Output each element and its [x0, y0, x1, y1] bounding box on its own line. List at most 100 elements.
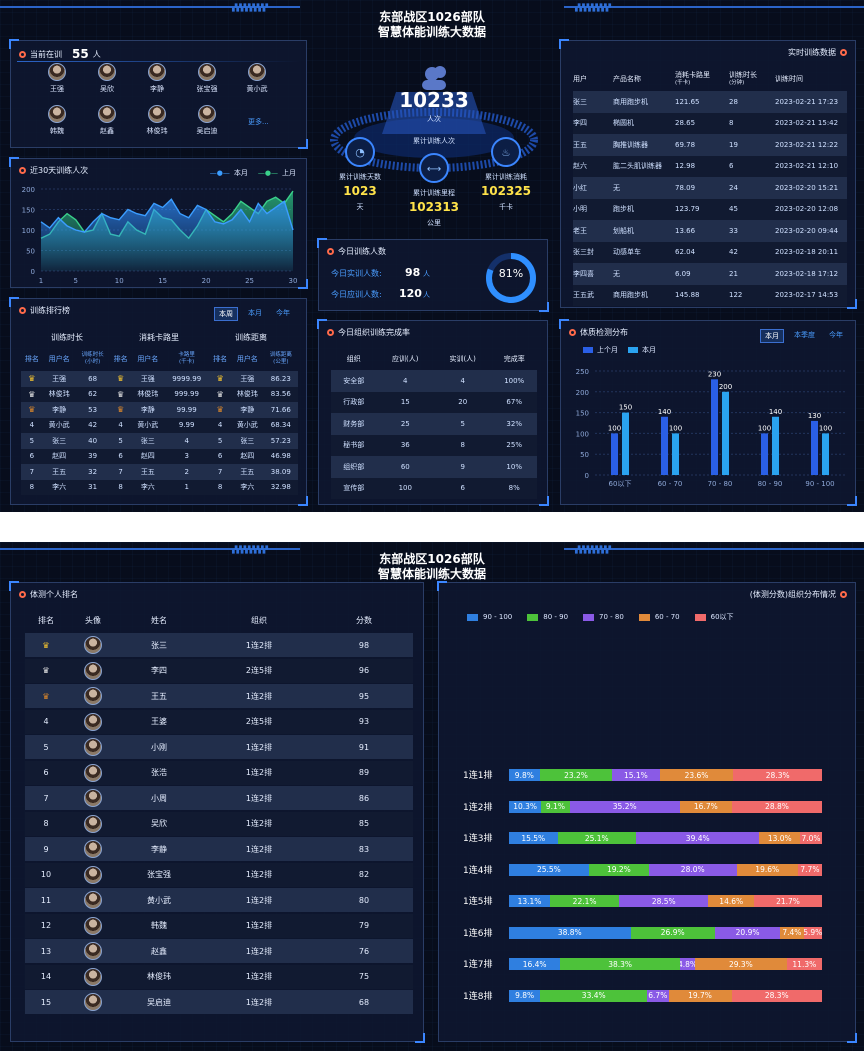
- tab-year[interactable]: 今年: [276, 309, 290, 317]
- calorie-unit: 千卡: [499, 203, 513, 211]
- user-cell: 林俊玮: [48, 390, 70, 399]
- bar-segment: 7.4%: [780, 926, 804, 939]
- bar-segment: 9.8%: [509, 769, 540, 781]
- trainee-name: 黄小武: [246, 85, 268, 93]
- bar-segment: 19.2%: [588, 863, 649, 876]
- bar-segment: 23.2%: [539, 769, 613, 781]
- score-cell: 95: [358, 691, 370, 701]
- table-row[interactable]: 13 赵鑫 1连2排 76: [25, 939, 413, 963]
- series-line-0: [40, 198, 294, 233]
- avatar: [84, 942, 102, 960]
- trainee-item[interactable]: 吴启迪: [187, 105, 227, 136]
- table-row[interactable]: 14 林俊玮 1连2排 75: [25, 964, 413, 989]
- tab-quarter[interactable]: 本季度: [794, 331, 815, 339]
- org-cell: 财务部: [343, 419, 365, 428]
- table-row: ♛ 林俊玮 62 ♛ 林俊玮 999.99 ♛ 林俊玮 83.56: [21, 386, 298, 402]
- trainee-item[interactable]: 赵鑫: [87, 105, 127, 136]
- table-row: 老王 划船机 13.66 33 2023-02-20 09:44: [573, 220, 847, 242]
- name-cell: 张三: [151, 640, 167, 650]
- total-count: 10233: [399, 88, 469, 112]
- trainee-item[interactable]: 吴欣: [87, 63, 127, 94]
- crown-icon: ♛: [42, 640, 50, 650]
- table-row[interactable]: 6 张浩 1连2排 89: [25, 760, 413, 785]
- table-row[interactable]: 15 吴启迪 1连2排 68: [25, 990, 413, 1014]
- score-cell: 68: [358, 997, 370, 1007]
- top-header: ▞▞▞▞▞▞▞▞ ▞▞▞▞▞▞▞▞ 东部战区1026部队 智慧体能训练大数据: [0, 0, 864, 44]
- user-cell: 李静: [240, 405, 255, 414]
- trainee-item[interactable]: 韩魏: [37, 105, 77, 136]
- actual-value: 98: [405, 266, 421, 279]
- group-calorie: 消耗卡路里: [139, 333, 179, 342]
- table-row[interactable]: 8 吴欣 1连2排 85: [25, 811, 413, 836]
- org-cell: 1连2排: [245, 742, 273, 752]
- value-cell: 83.56: [270, 390, 291, 399]
- org-cell: 2连5排: [245, 666, 273, 675]
- user-cell: 林俊玮: [137, 390, 159, 399]
- bar-segment: 29.3%: [695, 958, 787, 970]
- trainee-item[interactable]: 李静: [137, 63, 177, 94]
- table-row[interactable]: ♛ 王五 1连2排 95: [25, 684, 413, 708]
- score-cell: 96: [358, 666, 370, 675]
- trainee-item[interactable]: 黄小武: [237, 63, 277, 94]
- avatar: [198, 63, 216, 81]
- tab-week[interactable]: 本周: [214, 307, 238, 321]
- avatar-cell: [67, 661, 119, 680]
- table-row[interactable]: 4 王婆 2连5排 93: [25, 709, 413, 734]
- realtime-cell: 2023-02-18 17:12: [775, 269, 839, 278]
- tab-month[interactable]: 本月: [248, 309, 262, 317]
- bar: [822, 433, 829, 475]
- table-row: ♛ 王强 68 ♛ 王强 9999.99 ♛ 王强 86.23: [21, 371, 298, 387]
- category-label: 1连5排: [463, 897, 493, 907]
- table-row[interactable]: 11 黄小武 1连2排 80: [25, 888, 413, 912]
- realtime-cell: 45: [729, 205, 738, 214]
- user-cell: 李六: [240, 483, 255, 492]
- bar-segment: 20.9%: [714, 926, 781, 939]
- table-row[interactable]: ♛ 张三 1连2排 98: [25, 633, 413, 657]
- user-cell: 黄小武: [48, 421, 70, 430]
- x-tick-label: 1: [39, 277, 43, 285]
- org-cell: 1连2排: [245, 844, 273, 854]
- trainee-item[interactable]: 王强: [37, 63, 77, 94]
- top-header: ▞▞▞▞▞▞▞▞ ▞▞▞▞▞▞▞▞ 东部战区1026部队 智慧体能训练大数据: [0, 542, 864, 586]
- tab-year[interactable]: 今年: [829, 331, 843, 339]
- tab-month[interactable]: 本月: [760, 329, 784, 343]
- org-cell: 1连2排: [245, 946, 273, 956]
- score-cell: 85: [358, 819, 370, 828]
- user-cell: 李六: [140, 483, 155, 492]
- org-cell: 1连2排: [245, 768, 273, 777]
- table-row: 6 赵四 39 6 赵四 3 6 赵四 46.98: [21, 448, 298, 464]
- stacked-bar: 25.5% 19.2% 28.0% 19.6% 7.7%: [509, 863, 822, 876]
- bar-segment: 26.9%: [630, 926, 715, 939]
- value-cell: 99.99: [176, 405, 197, 414]
- score-cell: 91: [358, 742, 370, 752]
- table-row[interactable]: 5 小刚 1连2排 91: [25, 735, 413, 759]
- name-cell: 黄小武: [147, 895, 171, 905]
- bar-segment: 39.4%: [636, 832, 760, 844]
- rank-cell: 7: [217, 467, 223, 476]
- trainee-item[interactable]: 林俊玮: [137, 105, 177, 136]
- stacked-bar: 16.4%38.3%4.8%29.3%11.3%: [509, 958, 822, 970]
- more-link[interactable]: 更多...: [248, 118, 269, 126]
- rank-cell: 8: [29, 483, 35, 492]
- value-cell: 39: [88, 452, 98, 461]
- realtime-cell: 8: [729, 119, 734, 128]
- table-row[interactable]: 9 李静 1连2排 83: [25, 837, 413, 861]
- x-tick-label: 60以下: [609, 480, 632, 488]
- table-row[interactable]: 7 小周 1连2排 86: [25, 786, 413, 810]
- name-cell: 吴欣: [151, 819, 167, 828]
- bar: [622, 412, 629, 475]
- total-unit: 人次: [427, 115, 441, 123]
- user-cell: 张三: [140, 436, 155, 445]
- table-row[interactable]: 12 韩魏 1连2排 79: [25, 913, 413, 938]
- bar-segment: 7.7%: [797, 863, 822, 876]
- realtime-cell: 张三: [573, 97, 587, 106]
- h-calorie: 消耗卡路里: [675, 71, 710, 79]
- bar: [811, 420, 818, 475]
- table-row[interactable]: ♛ 李四 2连5排 96: [25, 658, 413, 683]
- stacked-bar: 15.5% 25.1% 39.4% 13.0% 7.0%: [509, 832, 822, 844]
- table-row[interactable]: 10 张宝强 1连2排 82: [25, 862, 413, 887]
- realtime-cell: 33: [729, 226, 738, 235]
- trainee-item[interactable]: 张宝强: [187, 63, 227, 94]
- h-duration: 训练时长: [81, 352, 104, 358]
- avatar: [84, 891, 102, 909]
